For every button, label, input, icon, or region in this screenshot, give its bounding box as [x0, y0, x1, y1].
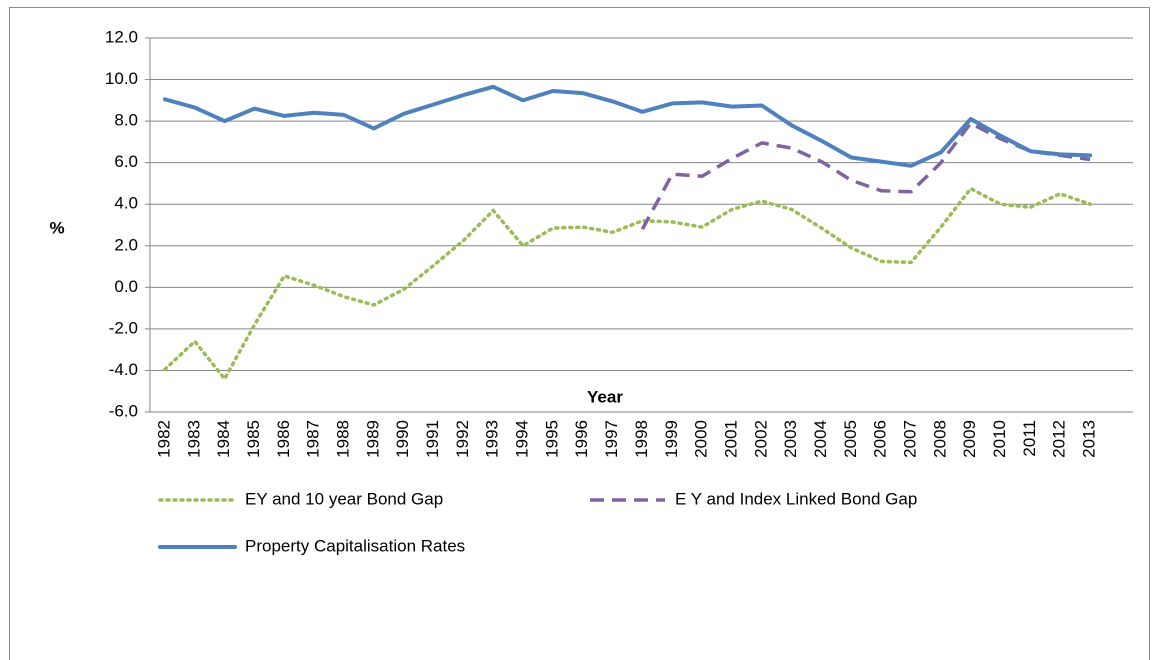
x-tick-label: 2007: [901, 420, 920, 458]
x-tick-label: 1993: [483, 420, 502, 458]
series-line: [162, 84, 1093, 168]
x-tick-label: 2005: [841, 420, 860, 458]
x-tick-label: 2011: [1020, 420, 1039, 457]
x-tick-label: 1986: [274, 420, 293, 458]
x-tick-label: 2002: [751, 420, 770, 458]
x-tick-label: 1999: [662, 420, 681, 458]
series-line: [163, 186, 1092, 381]
y-tick-label: 0.0: [114, 277, 138, 296]
x-tick-label: 1989: [363, 420, 382, 458]
legend-label: E Y and Index Linked Bond Gap: [675, 489, 917, 508]
x-tick-label: 1995: [542, 420, 561, 458]
y-tick-label: 6.0: [114, 152, 138, 171]
x-tick-label: 2013: [1080, 420, 1099, 458]
x-tick-label: 2000: [692, 420, 711, 458]
y-axis-label: %: [49, 218, 64, 237]
x-tick-label: 1987: [304, 420, 323, 458]
x-tick-label: 1982: [154, 420, 173, 458]
y-tick-label: -2.0: [109, 318, 138, 337]
y-tick-label: 10.0: [105, 69, 138, 88]
x-tick-label: 1983: [184, 420, 203, 458]
x-tick-label: 1985: [244, 420, 263, 458]
x-tick-label: 2009: [960, 420, 979, 458]
x-tick-label: 2010: [990, 420, 1009, 458]
y-tick-label: 12.0: [105, 27, 138, 46]
legend-label: Property Capitalisation Rates: [245, 536, 465, 555]
x-tick-label: 2006: [871, 420, 890, 458]
legend-label: EY and 10 year Bond Gap: [245, 489, 443, 508]
x-tick-label: 2003: [781, 420, 800, 458]
series-line: [640, 121, 1091, 231]
y-tick-label: 8.0: [114, 111, 138, 130]
x-tick-label: 1996: [572, 420, 591, 458]
x-axis-label: Year: [587, 387, 623, 406]
x-tick-label: 1984: [214, 420, 233, 458]
x-tick-label: 1988: [333, 420, 352, 458]
y-tick-label: 2.0: [114, 235, 138, 254]
x-tick-label: 1992: [453, 420, 472, 458]
x-tick-label: 1990: [393, 420, 412, 458]
x-tick-label: 2001: [721, 420, 740, 458]
x-tick-label: 2008: [930, 420, 949, 458]
x-tick-label: 1994: [513, 420, 532, 458]
x-tick-label: 2012: [1050, 420, 1069, 458]
x-tick-label: 1998: [632, 420, 651, 458]
y-tick-label: -6.0: [109, 401, 138, 420]
x-tick-label: 1991: [423, 420, 442, 458]
y-tick-label: -4.0: [109, 360, 138, 379]
chart-frame: [9, 7, 1150, 660]
y-tick-label: 4.0: [114, 194, 138, 213]
x-tick-label: 2004: [811, 420, 830, 458]
x-tick-label: 1997: [602, 420, 621, 458]
